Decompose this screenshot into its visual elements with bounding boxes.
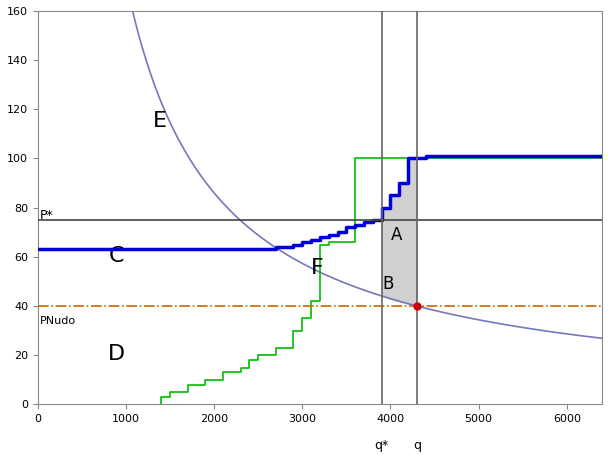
Text: F: F bbox=[311, 258, 324, 278]
Text: q*: q* bbox=[375, 439, 389, 452]
Text: B: B bbox=[382, 275, 394, 293]
Text: P*: P* bbox=[40, 208, 54, 222]
Text: q: q bbox=[413, 439, 421, 452]
Text: A: A bbox=[390, 226, 402, 243]
Text: C: C bbox=[108, 246, 124, 266]
Text: PNudo: PNudo bbox=[40, 316, 76, 326]
Text: D: D bbox=[108, 344, 125, 364]
Text: E: E bbox=[152, 111, 166, 131]
